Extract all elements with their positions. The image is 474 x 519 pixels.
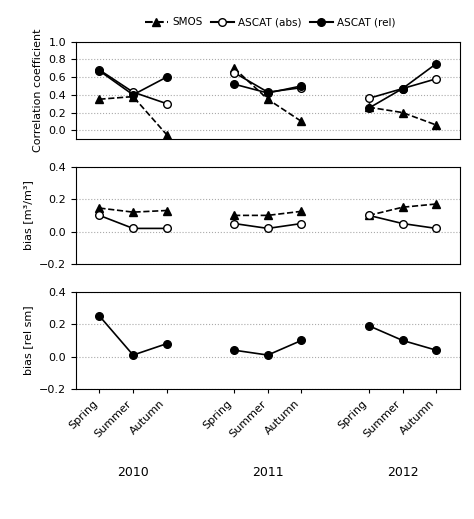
Y-axis label: bias [m³/m³]: bias [m³/m³] bbox=[23, 181, 34, 250]
Y-axis label: bias [rel sm]: bias [rel sm] bbox=[23, 306, 34, 375]
Y-axis label: Correlation coefficient: Correlation coefficient bbox=[33, 29, 43, 152]
Legend: SMOS, ASCAT (abs), ASCAT (rel): SMOS, ASCAT (abs), ASCAT (rel) bbox=[141, 13, 400, 31]
